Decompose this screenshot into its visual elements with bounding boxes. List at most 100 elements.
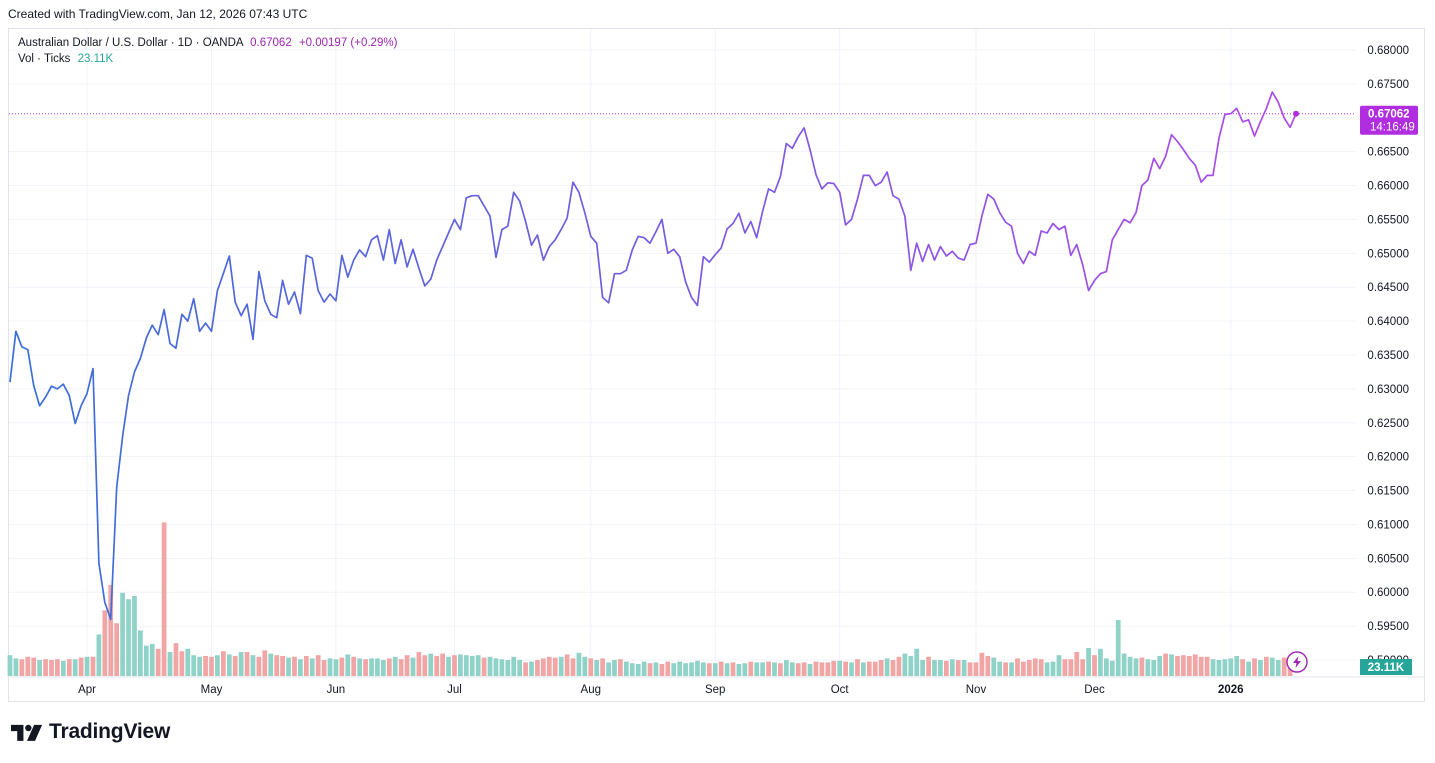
volume-bar	[783, 660, 789, 676]
y-tick-label: 0.66000	[1367, 181, 1409, 193]
volume-bar	[209, 656, 214, 676]
volume-bar	[286, 657, 291, 676]
volume-bar	[108, 584, 114, 676]
volume-bar	[920, 660, 926, 676]
volume-bar	[220, 651, 226, 676]
volume-bar	[197, 656, 203, 676]
volume-bar	[458, 654, 463, 676]
volume-bar	[540, 658, 546, 676]
volume-bar	[529, 661, 534, 676]
volume-bar	[203, 656, 208, 676]
volume-bar	[985, 656, 991, 676]
volume-title[interactable]: Vol · Ticks	[18, 53, 71, 65]
x-tick-label: Jul	[447, 684, 462, 696]
volume-row: Vol · Ticks 23.11K	[18, 51, 397, 67]
volume-bar	[932, 660, 937, 676]
volume-bar	[712, 663, 718, 676]
volume-bars	[7, 522, 1293, 676]
volume-bar	[55, 659, 60, 676]
volume-bar	[511, 656, 517, 676]
volume-bar	[1121, 653, 1127, 676]
volume-bar	[149, 644, 155, 676]
volume-bar	[896, 656, 902, 676]
volume-bar	[1258, 660, 1263, 676]
symbol-title[interactable]: Australian Dollar / U.S. Dollar · 1D · O…	[18, 37, 243, 49]
volume-bar	[161, 522, 167, 676]
volume-bar	[66, 659, 72, 676]
volume-bar	[1139, 657, 1145, 676]
volume-bar	[843, 661, 848, 676]
volume-bar	[801, 662, 807, 676]
volume-bar	[60, 660, 66, 676]
volume-bar	[600, 658, 605, 676]
volume-bar	[351, 656, 357, 676]
volume-bar	[1050, 661, 1056, 676]
volume-bar	[695, 660, 700, 676]
volume-bar	[866, 661, 872, 676]
volume-bar	[1192, 654, 1198, 676]
lightning-icon[interactable]	[1286, 651, 1308, 673]
tradingview-logo-icon	[11, 724, 43, 741]
volume-bar	[825, 662, 831, 676]
volume-bar	[629, 663, 635, 676]
volume-bar	[517, 660, 523, 676]
created-with-text: Created with TradingView.com, Jan 12, 20…	[8, 7, 308, 21]
x-tick-label: Aug	[581, 684, 601, 696]
volume-bar	[262, 650, 268, 676]
volume-bar	[861, 662, 866, 676]
symbol-row: Australian Dollar / U.S. Dollar · 1D · O…	[18, 35, 397, 51]
volume-bar	[1175, 656, 1180, 676]
x-tick-label: 2026	[1218, 684, 1244, 696]
volume-bar	[1263, 656, 1269, 676]
volume-bar	[232, 656, 238, 676]
volume-bar	[167, 652, 173, 676]
volume-bar	[487, 656, 493, 676]
volume-bar	[961, 660, 967, 676]
volume-bar	[902, 653, 908, 676]
y-tick-label: 0.66500	[1367, 147, 1409, 159]
volume-bar	[43, 659, 48, 676]
volume-bar	[1074, 652, 1080, 676]
price-axis[interactable]: 0.680000.675000.670000.665000.660000.655…	[1367, 45, 1409, 667]
volume-bar	[191, 655, 197, 676]
y-tick-label: 0.59500	[1367, 621, 1409, 633]
y-tick-label: 0.68000	[1367, 45, 1409, 57]
volume-bar	[1269, 657, 1275, 676]
grid	[9, 29, 1424, 678]
volume-bar	[25, 656, 31, 676]
volume-label: 23.11K	[1360, 659, 1412, 675]
volume-bar	[143, 645, 149, 676]
volume-bar	[908, 656, 914, 676]
volume-bar	[837, 660, 843, 676]
time-axis[interactable]: Apr May Jun Jul Aug Sep Oct Nov Dec 2026	[78, 684, 1244, 696]
volume-bar	[718, 661, 724, 676]
volume-bar	[689, 662, 694, 676]
volume-bar	[1181, 655, 1186, 676]
volume-bar	[594, 660, 600, 676]
volume-bar	[914, 648, 920, 676]
volume-bar	[185, 648, 191, 676]
y-tick-label: 0.64000	[1367, 316, 1409, 328]
volume-bar	[96, 634, 102, 676]
volume-bar	[132, 596, 137, 676]
volume-bar	[173, 643, 179, 676]
legend-price: 0.67062	[250, 37, 292, 49]
y-tick-label: 0.61000	[1367, 519, 1409, 531]
volume-bar	[19, 659, 25, 676]
last-price-point	[1293, 110, 1299, 117]
volume-bar	[292, 656, 297, 676]
volume-bar	[238, 652, 244, 676]
tradingview-brand[interactable]: TradingView	[11, 720, 170, 744]
volume-label-value: 23.11K	[1368, 662, 1405, 674]
volume-bar	[855, 659, 860, 676]
volume-bar	[274, 655, 280, 676]
volume-bar	[339, 657, 345, 676]
volume-bar	[179, 651, 185, 676]
volume-bar	[1210, 659, 1216, 676]
volume-bar	[369, 658, 374, 676]
volume-bar	[1198, 656, 1204, 676]
volume-bar	[386, 658, 392, 676]
volume-bar	[1157, 656, 1163, 676]
volume-bar	[955, 660, 961, 676]
